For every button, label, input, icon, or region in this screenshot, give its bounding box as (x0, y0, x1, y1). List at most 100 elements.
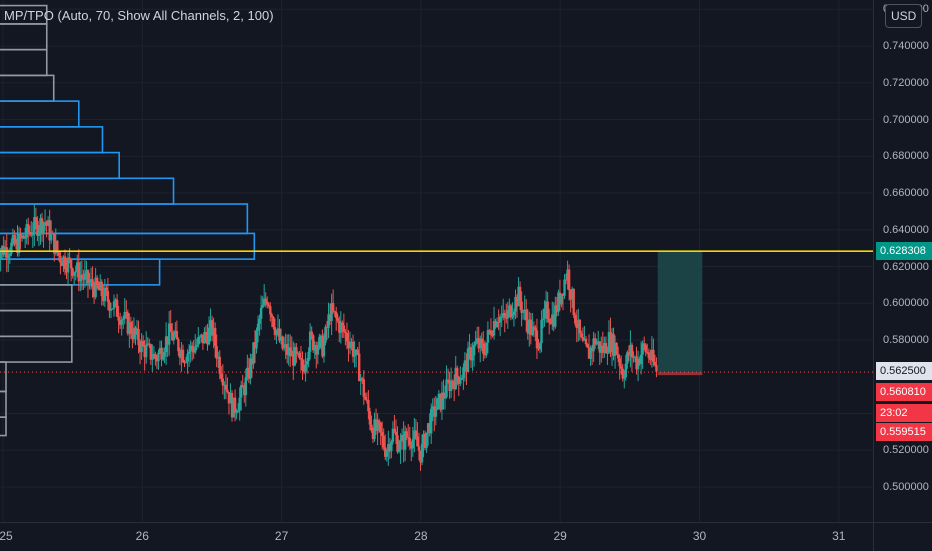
candle-body (332, 303, 334, 311)
candle-body (70, 259, 72, 268)
candle-body (481, 339, 483, 344)
candle-body (418, 446, 420, 450)
candle-body (618, 358, 620, 366)
candle-body (444, 397, 446, 398)
profile-row (0, 178, 174, 204)
candle-body (283, 346, 285, 348)
candle-body (390, 442, 392, 451)
candle-body (461, 378, 463, 380)
candle-body (485, 343, 487, 356)
price-tick-label: 0.740000 (883, 40, 929, 52)
candlestick-series (0, 204, 658, 471)
candle-body (88, 282, 90, 283)
candle-body (542, 319, 544, 320)
candle-body (513, 312, 515, 316)
market-profile (0, 6, 254, 436)
candle-body (222, 379, 224, 386)
candle-body (361, 378, 363, 379)
candle-body (381, 432, 383, 436)
candle-body (120, 320, 122, 325)
candle-body (507, 310, 509, 318)
candle-body (107, 291, 109, 302)
candle-body (617, 354, 619, 358)
candle-body (234, 398, 236, 413)
candle-body (383, 436, 385, 447)
candle-body (573, 289, 575, 315)
candle-body (425, 433, 427, 448)
candle-body (652, 350, 654, 362)
candle-body (137, 329, 139, 345)
indicator-legend[interactable]: MP/TPO (Auto, 70, Show All Channels, 2, … (4, 8, 274, 23)
candle-body (641, 343, 643, 354)
candle-body (269, 306, 271, 314)
candle-body (182, 350, 184, 362)
currency-button[interactable]: USD (885, 4, 922, 28)
candle-body (295, 347, 297, 353)
candle-body (462, 367, 464, 378)
candle-body (101, 282, 103, 296)
candle-body (490, 331, 492, 336)
candle-body (409, 438, 411, 445)
candle-body (226, 390, 228, 392)
chart-pane[interactable]: MP/TPO (Auto, 70, Show All Channels, 2, … (0, 0, 873, 522)
candle-body (170, 324, 172, 332)
candle-body (219, 357, 221, 374)
candle-body (586, 344, 588, 348)
price-label-red: 0.560810 (876, 383, 932, 401)
candle-body (568, 270, 570, 291)
poc-price-label: 0.628308 (876, 242, 932, 260)
candle-body (271, 314, 273, 317)
candle-body (487, 330, 489, 342)
candle-body (531, 327, 533, 335)
candle-body (436, 398, 438, 410)
candle-body (162, 357, 164, 360)
candle-body (363, 379, 365, 397)
candle-body (318, 337, 320, 348)
candle-body (546, 302, 548, 319)
candle-body (353, 355, 355, 357)
candle-body (643, 343, 645, 344)
candle-body (585, 339, 587, 344)
candle-body (655, 365, 657, 372)
price-label-red: 0.559515 (876, 423, 932, 441)
price-tick-label: 0.700000 (883, 114, 929, 126)
candle-body (337, 318, 339, 321)
candle-body (91, 279, 93, 287)
candle-body (113, 301, 115, 308)
candle-body (459, 380, 461, 384)
candle-body (58, 252, 60, 256)
candle-body (356, 350, 358, 354)
candle-body (620, 366, 622, 368)
candle-body (56, 241, 58, 252)
candle-body (358, 353, 360, 381)
price-tick-label: 0.580000 (883, 334, 929, 346)
candle-body (266, 302, 268, 305)
chart-overlays (0, 251, 873, 375)
candle-body (214, 328, 216, 346)
price-tick-label: 0.500000 (883, 481, 929, 493)
candle-body (238, 398, 240, 411)
candle-body (430, 409, 432, 434)
candle-body (237, 410, 239, 412)
candle-body (220, 374, 222, 379)
price-axis[interactable]: 0.7600000.7400000.7200000.7000000.680000… (873, 0, 932, 522)
candle-body (176, 331, 178, 339)
candle-body (117, 317, 119, 321)
candle-body (122, 319, 124, 320)
candle-body (344, 332, 346, 333)
candle-body (370, 425, 372, 431)
candle-body (258, 319, 260, 324)
price-tick-label: 0.640000 (883, 224, 929, 236)
candle-body (615, 343, 617, 354)
candle-body (574, 315, 576, 324)
candle-body (369, 411, 371, 424)
candle-body (451, 381, 453, 383)
candle-body (504, 313, 506, 318)
candle-body (654, 362, 656, 365)
price-chart[interactable] (0, 0, 873, 522)
candle-body (525, 310, 527, 320)
price-tick-label: 0.620000 (883, 261, 929, 273)
candle-body (59, 256, 61, 263)
candle-body (272, 317, 274, 327)
